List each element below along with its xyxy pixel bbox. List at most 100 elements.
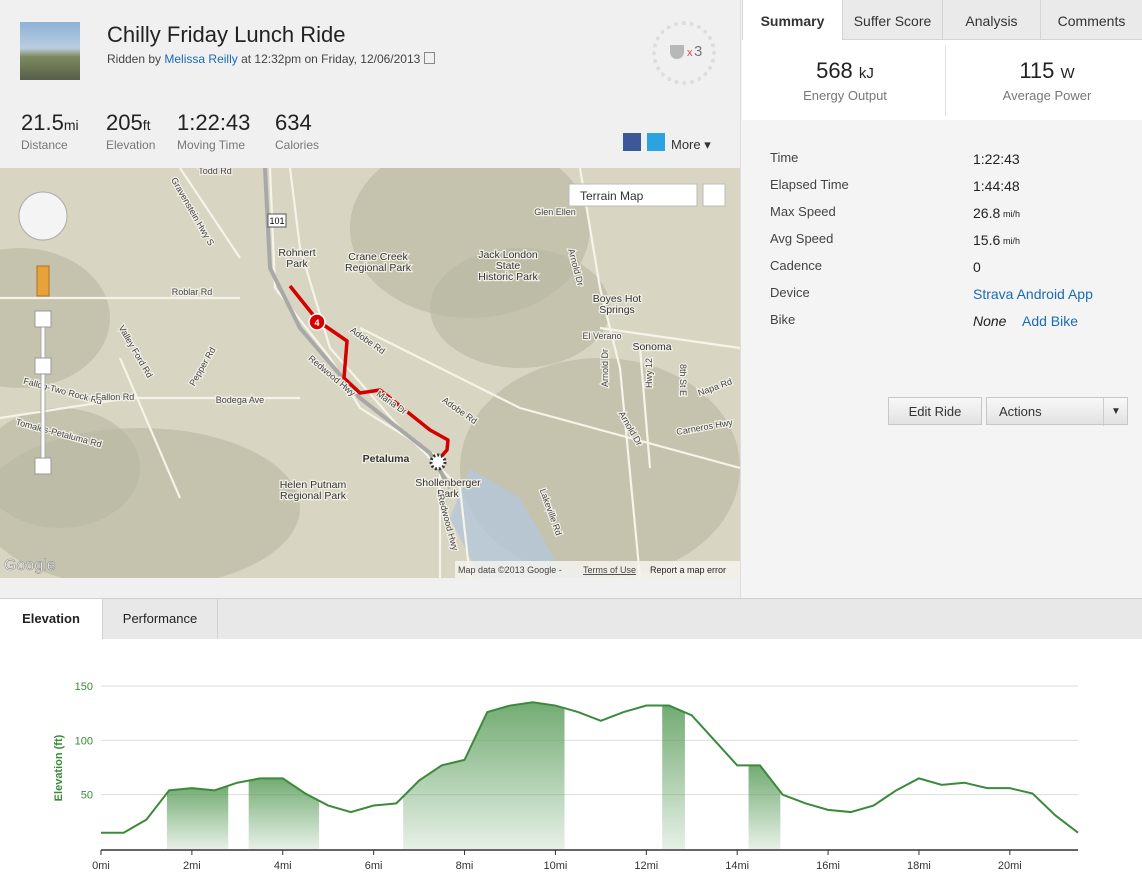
facebook-button[interactable]	[623, 133, 641, 151]
map-label: El Verano	[582, 331, 621, 341]
map-label: Roblar Rd	[172, 287, 213, 297]
map-label: Crane Creek	[348, 251, 408, 263]
edit-ride-button[interactable]: Edit Ride	[888, 397, 982, 425]
y-tick-label: 100	[75, 735, 93, 747]
detail-label: Max Speed	[770, 204, 836, 219]
map-label: Petaluma	[363, 453, 410, 465]
elevation-line	[101, 701, 1079, 834]
detail-value: 1:44:48	[973, 178, 1020, 194]
zoom-track	[40, 319, 46, 469]
achievement-count: 3	[694, 43, 703, 60]
stat-value: 205ft	[106, 110, 151, 135]
detail-label: Device	[770, 285, 810, 300]
stat-label: Distance	[21, 138, 68, 152]
pegman[interactable]	[36, 265, 50, 297]
road	[578, 168, 642, 578]
finish-marker[interactable]	[429, 453, 447, 471]
detail-value[interactable]: Strava Android App	[973, 286, 1093, 302]
map-type-selector[interactable]	[568, 183, 698, 207]
achievement-x: x	[687, 47, 693, 59]
x-tick-label: 2mi	[183, 860, 201, 872]
map-label: Sonoma	[632, 341, 671, 353]
zoom-button[interactable]	[34, 357, 52, 375]
ride-time: at 12:32pm on Friday, 12/06/2013	[241, 52, 421, 66]
stat-unit: ft	[142, 117, 151, 133]
stat-label: Elevation	[106, 138, 156, 152]
map-type-label: Terrain Map	[580, 189, 644, 203]
detail-value: 1:22:43	[973, 151, 1020, 167]
google-logo: Google	[4, 557, 56, 574]
map-label: Shollenberger	[415, 477, 481, 489]
report-link[interactable]: Report a map error	[650, 565, 726, 575]
athlete-link[interactable]: Melissa Reilly	[164, 52, 238, 66]
metric-unit: W	[1060, 65, 1075, 82]
chart-tab[interactable]: Elevation	[0, 599, 103, 639]
fullscreen-button[interactable]	[702, 183, 726, 207]
pan-control[interactable]	[18, 191, 68, 241]
stat-value: 1:22:43	[177, 110, 251, 135]
add-bike-link[interactable]: Add Bike	[1022, 313, 1079, 329]
map-label: Boyes Hot	[593, 293, 642, 305]
metric-value: 115 W	[1019, 58, 1075, 83]
climb-segment	[403, 702, 565, 849]
y-axis-label: Elevation (ft)	[53, 734, 65, 801]
zoom-button[interactable]	[34, 457, 52, 475]
stat-value: 21.5mi	[21, 110, 79, 135]
map-label: Fallon Rd	[96, 392, 135, 402]
detail-label: Bike	[770, 312, 796, 327]
road	[288, 168, 472, 578]
map-label: State	[496, 260, 521, 272]
detail-value: None	[973, 313, 1007, 329]
highway-shield-label: 101	[269, 216, 284, 226]
y-tick-label: 150	[75, 681, 93, 693]
x-tick-label: 4mi	[274, 860, 292, 872]
map-label: 8th St E	[678, 364, 688, 396]
actions-button[interactable]: Actions ▼	[986, 397, 1128, 426]
chart-tab[interactable]: Performance	[103, 599, 218, 638]
tab[interactable]: Analysis	[942, 0, 1040, 40]
detail-label: Time	[770, 150, 799, 165]
more-text: More	[671, 137, 701, 152]
trophy-icon	[670, 45, 684, 59]
x-tick-label: 8mi	[456, 860, 474, 872]
calendar-icon[interactable]	[423, 52, 435, 64]
ridden-by: Ridden by Melissa Reilly at 12:32pm on F…	[107, 52, 435, 66]
y-tick-label: 50	[81, 790, 93, 802]
map-label: Springs	[599, 304, 635, 316]
road	[179, 168, 241, 259]
climb-segment	[166, 785, 229, 849]
avatar[interactable]	[20, 22, 80, 80]
x-tick-label: 0mi	[92, 860, 110, 872]
metric-unit: kJ	[858, 65, 874, 82]
climb-segment	[248, 778, 320, 849]
route-marker[interactable]	[308, 313, 326, 331]
road	[599, 326, 740, 350]
detail-value: 0	[973, 259, 981, 275]
x-tick-label: 14mi	[725, 860, 749, 872]
road	[638, 347, 652, 469]
bay-water	[450, 468, 600, 578]
detail-label: Avg Speed	[770, 231, 834, 246]
x-tick-label: 6mi	[365, 860, 383, 872]
terms-link[interactable]: Terms of Use	[583, 565, 636, 575]
x-tick-label: 20mi	[998, 860, 1022, 872]
highway-shield	[267, 213, 287, 228]
map-label: Bodega Ave	[216, 395, 264, 405]
twitter-button[interactable]	[647, 133, 665, 151]
tab[interactable]: Summary	[742, 0, 842, 40]
map-label: Helen Putnam	[280, 479, 347, 491]
zoom-button[interactable]	[34, 310, 52, 328]
detail-label: Elapsed Time	[770, 177, 849, 192]
more-button[interactable]: More ▾	[671, 137, 711, 152]
road	[359, 327, 740, 470]
divider	[945, 46, 946, 116]
elevation-chart: 50 100 150 0mi 2mi 4mi 6mi 8mi 10mi 12mi 14mi 16mi 1…	[53, 681, 1079, 872]
x-tick-label: 12mi	[634, 860, 658, 872]
highlight-box	[742, 40, 1142, 120]
tab[interactable]: Suffer Score	[842, 0, 942, 40]
tab[interactable]: Comments	[1040, 0, 1142, 40]
map-label: Regional Park	[345, 262, 412, 274]
trophy-badge[interactable]: x 3	[652, 21, 716, 85]
